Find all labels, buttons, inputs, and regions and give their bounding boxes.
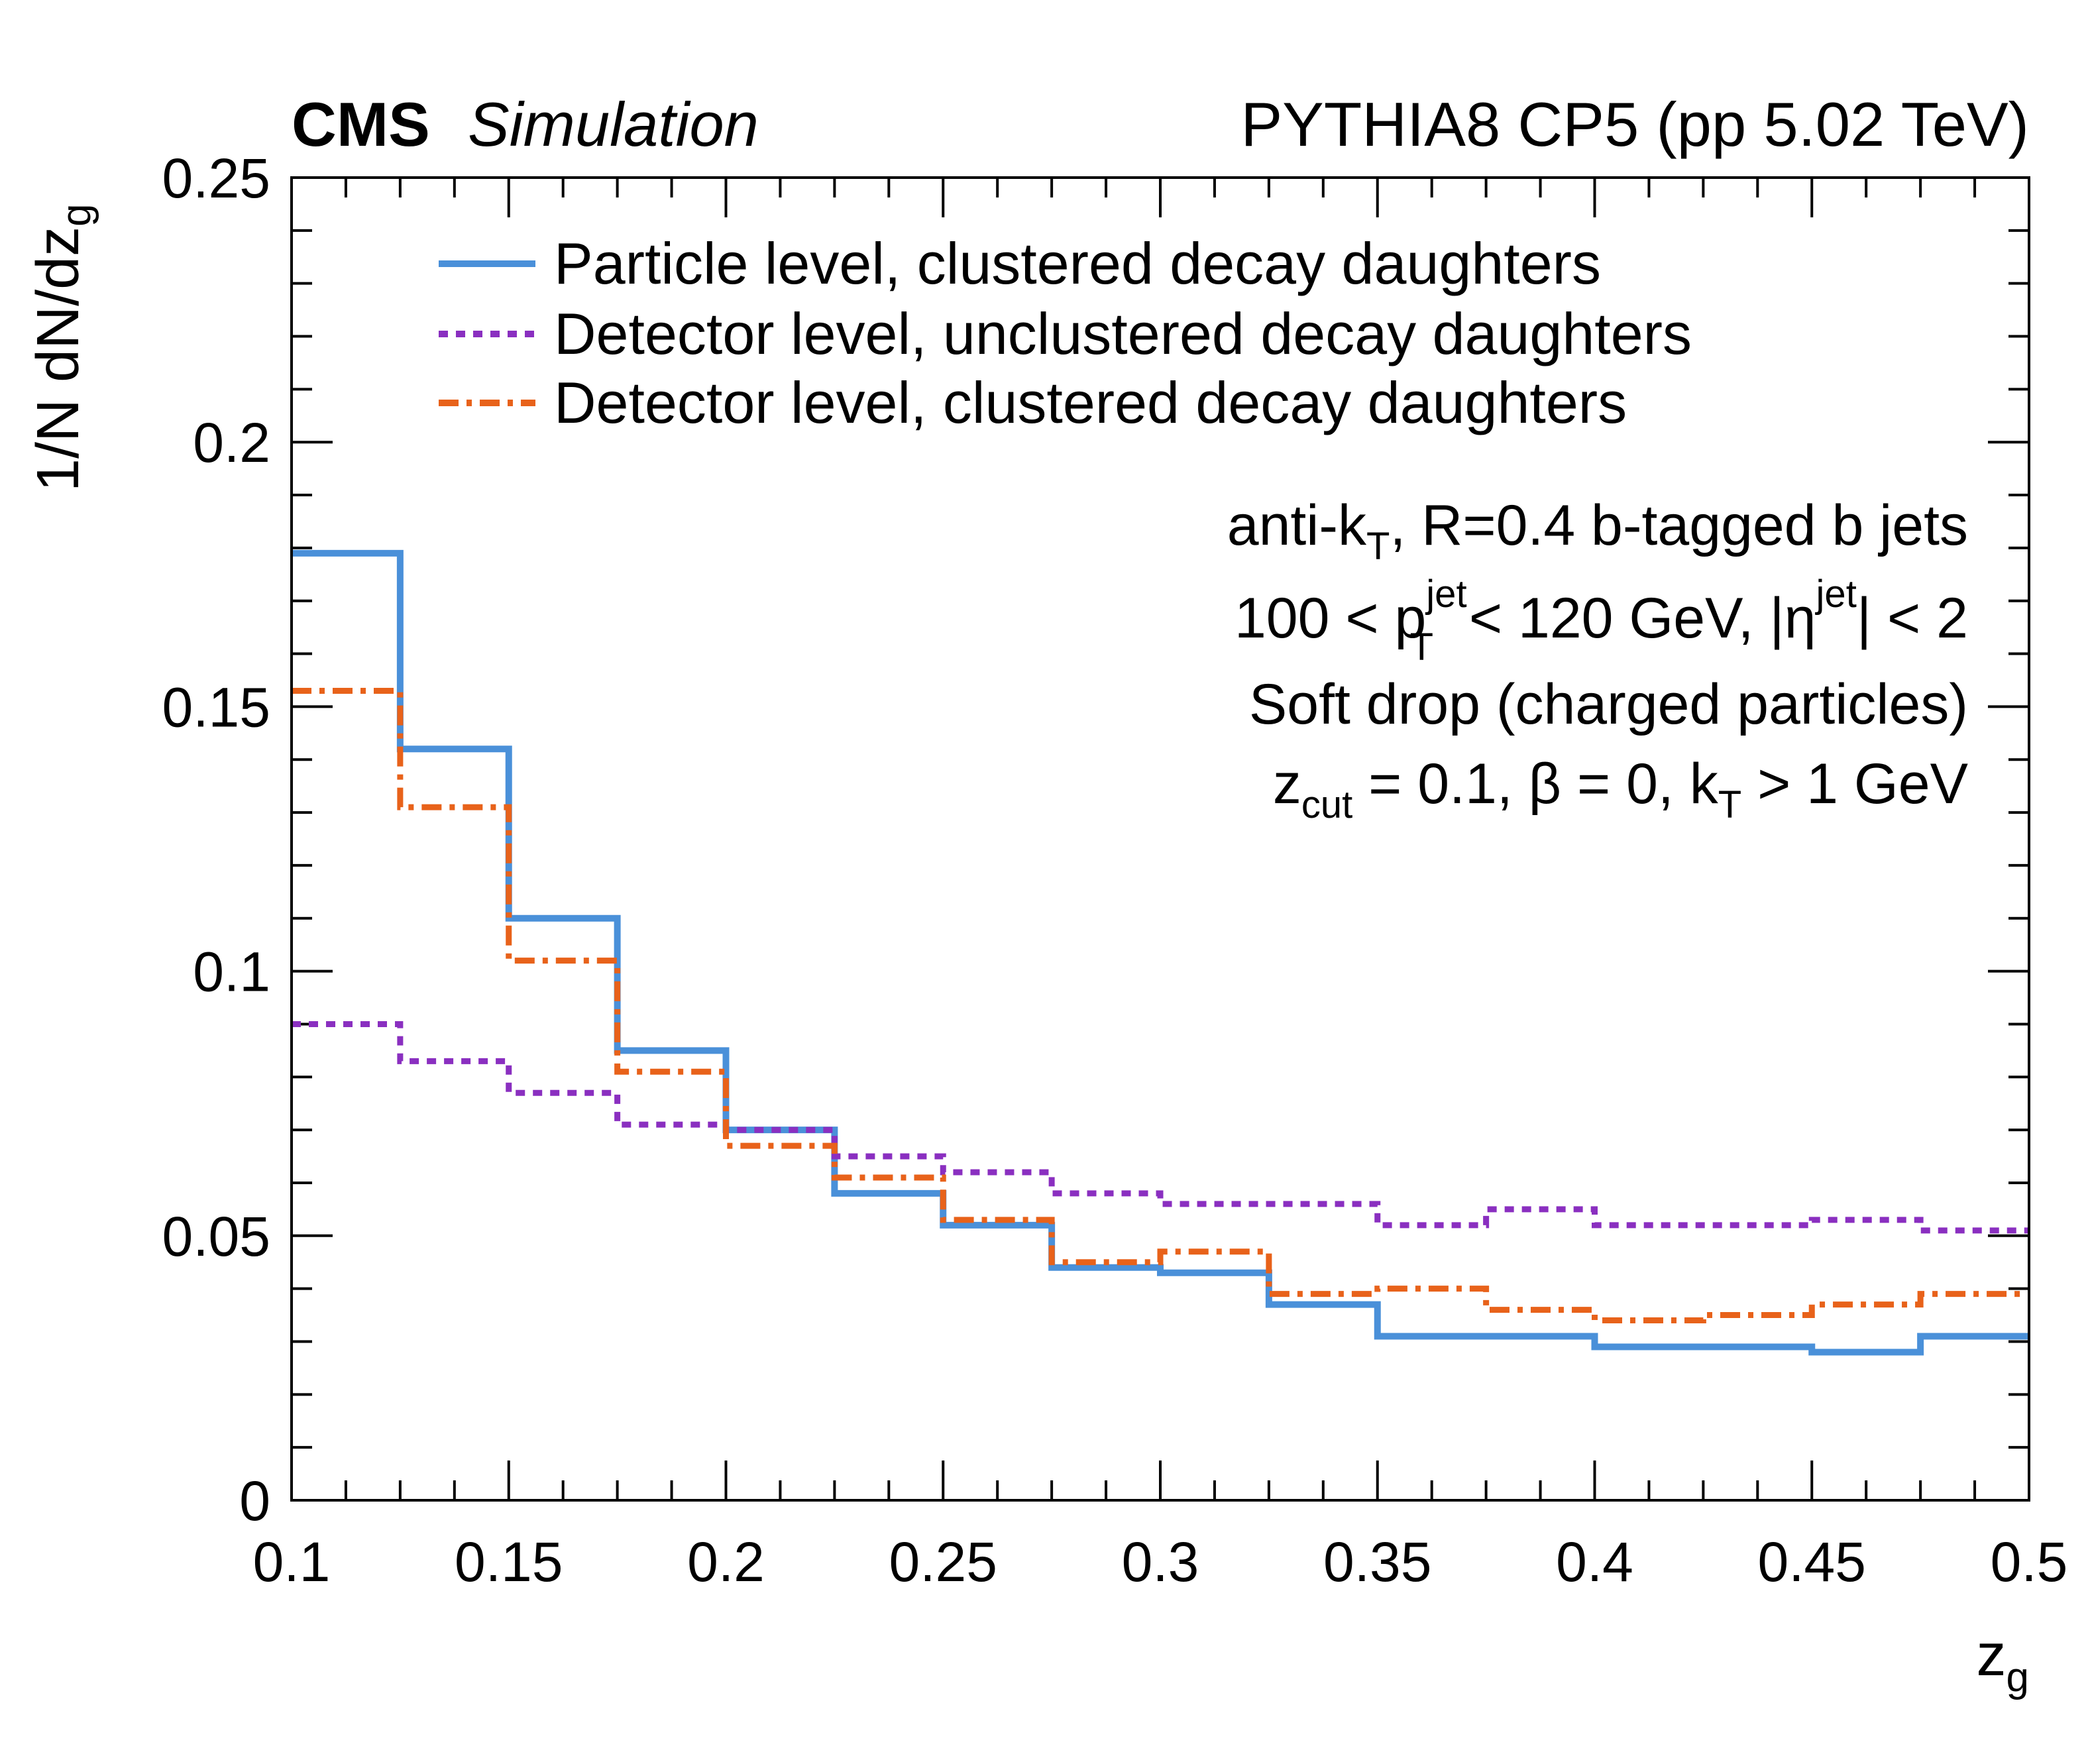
y-tick-label: 0.2 (193, 412, 270, 474)
info-line-jets: anti-kT, R=0.4 b-tagged b jets (1227, 494, 1968, 568)
axis-tick-labels: 0.1 0.15 0.2 0.25 0.3 0.35 0.4 0.45 0.5 0 0.05 0.1 0… (162, 147, 2068, 1593)
info-line-kinematics: 100 < pjet T < 120 GeV, |ηjet| < 2 (1235, 573, 1968, 669)
x-tick-label: 0.35 (1323, 1531, 1432, 1593)
x-tick-label: 0.3 (1122, 1531, 1199, 1593)
plot-frame (290, 176, 2030, 1502)
series-line-1 (292, 549, 2029, 1356)
series-line-3 (292, 687, 2029, 1324)
x-tick-label: 0.25 (889, 1531, 998, 1593)
legend-label-detector-unclustered: Detector level, unclustered decay daught… (554, 301, 1692, 366)
legend: Particle level, clustered decay daughter… (439, 231, 1692, 435)
simulation-label: Simulation (468, 89, 759, 159)
info-line-softdrop: Soft drop (charged particles) (1249, 673, 1968, 736)
y-tick-label: 0.25 (162, 147, 271, 209)
series-layer (292, 549, 2029, 1356)
y-axis-title: 1/N dN/dzg (25, 203, 99, 492)
x-tick-label: 0.1 (253, 1531, 331, 1593)
legend-label-detector-clustered: Detector level, clustered decay daughter… (554, 370, 1627, 435)
y-tick-label: 0.15 (162, 676, 271, 738)
x-tick-label: 0.4 (1556, 1531, 1633, 1593)
y-tick-label: 0.1 (193, 941, 270, 1003)
y-tick-label: 0.05 (162, 1205, 271, 1268)
selection-info: anti-kT, R=0.4 b-tagged b jets 100 < pje… (1227, 494, 1968, 826)
x-tick-label: 0.15 (455, 1531, 563, 1593)
x-tick-label: 0.2 (687, 1531, 765, 1593)
axis-ticks (290, 176, 2030, 1502)
info-line-parameters: zcut = 0.1, β = 0, kT > 1 GeV (1273, 752, 1968, 826)
y-tick-label: 0 (239, 1470, 270, 1532)
x-tick-label: 0.45 (1758, 1531, 1867, 1593)
series-line-2 (292, 1020, 2029, 1234)
cms-label: CMS (292, 89, 430, 159)
header-right-label: PYTHIA8 CP5 (pp 5.02 TeV) (1240, 89, 2029, 159)
x-tick-label: 0.5 (1991, 1531, 2068, 1593)
x-axis-title: zg (1977, 1622, 2029, 1700)
legend-label-particle: Particle level, clustered decay daughter… (554, 231, 1601, 296)
